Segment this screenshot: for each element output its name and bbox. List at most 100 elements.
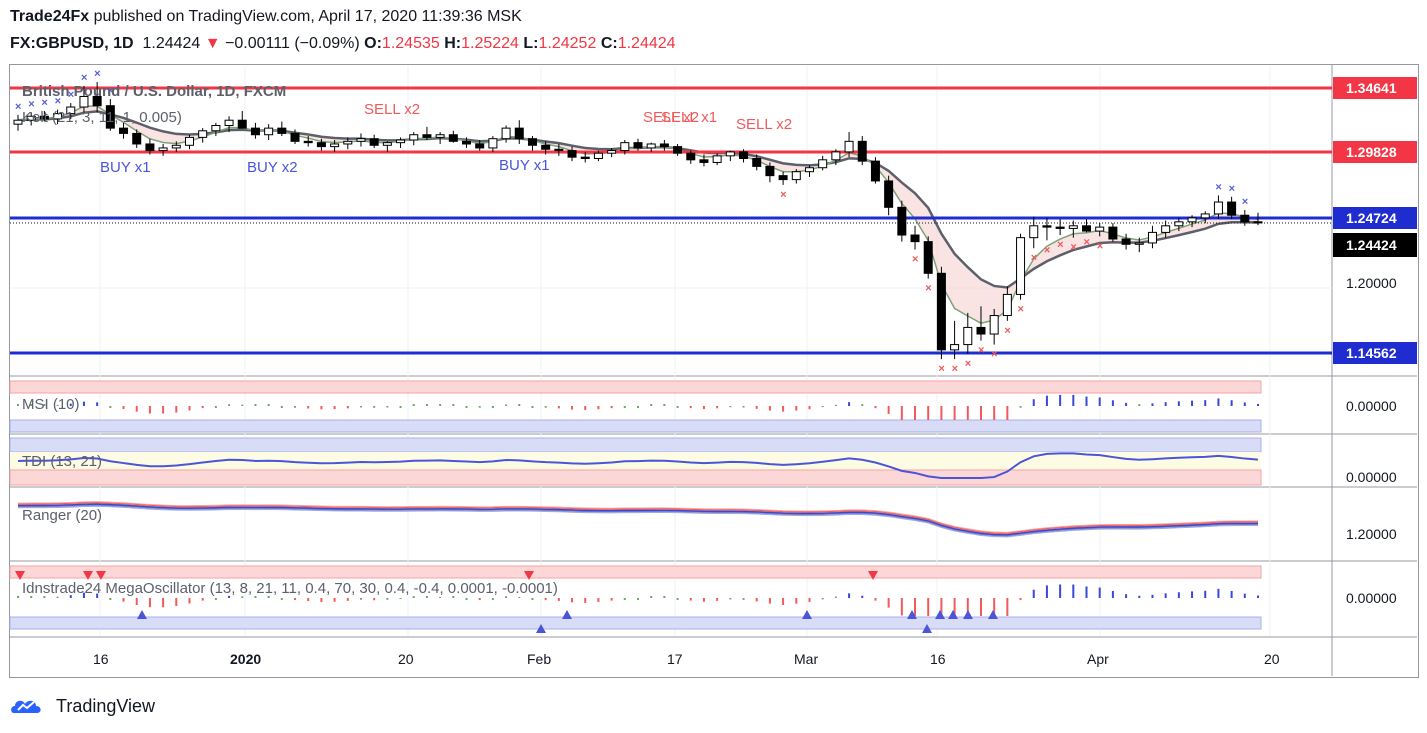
mega-bar [966,598,969,616]
msi-bar [544,406,547,408]
ranger-line [17,504,1259,537]
mega-bar [1138,595,1141,598]
msi-bar [834,404,837,406]
tdi-scale-value: 0.00000 [1346,469,1397,485]
msi-bar [294,406,297,408]
mega-bar [927,598,930,616]
mega-bar [320,598,323,603]
mega-bar [175,598,178,607]
candle-body [290,132,300,142]
price-label-last: 1.24424 [1346,237,1397,253]
candle [1187,215,1197,228]
candle-body [791,171,801,181]
candle [184,134,194,150]
buy-triangle-marker [562,610,572,619]
mega-bar [1230,590,1233,598]
mega-bar [900,598,903,616]
msi-scale-value: 0.00000 [1346,398,1397,414]
mega-bar [1072,584,1075,598]
candle-body [330,143,340,148]
candle [1002,286,1012,321]
price-scale[interactable]: 1.34641 1.29828 1.24724 1.24424 1.20000 … [1333,77,1417,606]
signal-x-marker: × [55,96,61,108]
candle [514,120,524,144]
mega-bar [201,598,204,601]
mega-bar [241,596,244,598]
candle [303,136,313,147]
signal-x-marker: × [1004,325,1010,337]
chart-frame[interactable] [9,64,1419,678]
msi-bar [175,406,178,413]
signal-x-marker: × [1229,183,1235,195]
candle [527,136,537,151]
msi-bar [1257,403,1259,406]
msi-bar [742,406,745,408]
time-tick: 20 [398,651,414,667]
candle [356,133,366,147]
candle [1240,209,1250,226]
candle [369,134,379,148]
candle [1042,217,1052,241]
candle-body [804,167,814,173]
candle-body [514,127,524,140]
mega-bar [544,598,547,601]
msi-bar [17,404,19,406]
signal-x-marker: × [1044,244,1050,256]
msi-bar [43,404,46,406]
sell-triangle-marker [868,571,878,580]
candle-body [1055,226,1065,229]
open-label: O: [364,35,382,52]
candle-body [778,175,788,181]
mega-bar [214,598,217,600]
candle [897,200,907,242]
signal-x-marker: × [952,363,958,375]
candle-body [607,150,617,154]
candle-body [976,326,986,335]
candle [250,122,260,139]
msi-bar [425,404,428,406]
msi-bar [821,406,824,408]
time-tick: Feb [527,651,551,667]
candle-body [343,140,353,145]
msi-bar [584,406,587,411]
msi-bar [571,406,574,410]
mega-bar [571,598,574,603]
candle-body [712,155,722,163]
candle-body [923,241,933,274]
candle-body [264,127,274,136]
msi-bar [874,406,877,409]
candle [501,125,511,143]
tdi-upper-band [9,437,1262,453]
mega-bar [953,598,956,616]
last-price: 1.24424 [142,35,201,52]
mega-bar [1191,591,1194,598]
msi-bar [1164,402,1167,406]
candle-body [884,180,894,208]
mega-bar [597,598,600,602]
time-axis[interactable]: 16 2020 20 Feb 17 Mar 16 Apr 20 [93,651,1280,667]
msi-bar [1177,401,1180,406]
candle-body [739,151,749,159]
mega-bar [808,598,811,602]
candle [1227,196,1237,220]
tradingview-footer[interactable]: TradingView [10,694,155,718]
msi-bar [1243,402,1246,406]
msi-bar [1151,403,1154,406]
signal-x-marker: × [991,349,997,361]
candle [1095,223,1105,237]
candle [1147,225,1157,249]
mega-bar [346,598,349,601]
candle-body [1002,293,1012,317]
msi-bar [755,406,758,409]
author-name[interactable]: Trade24Fx [10,8,90,25]
low-label: L: [523,35,539,52]
candle [725,150,735,162]
msi-bar [280,406,283,408]
msi-upper-band [9,380,1262,394]
mega-bar [43,596,46,598]
buy-triangle-marker [988,610,998,619]
kelt-label: Kelt (21, 3, 11, 1, 0.005) [22,109,182,126]
mega-bar [56,596,59,598]
close-label: C: [600,35,618,52]
